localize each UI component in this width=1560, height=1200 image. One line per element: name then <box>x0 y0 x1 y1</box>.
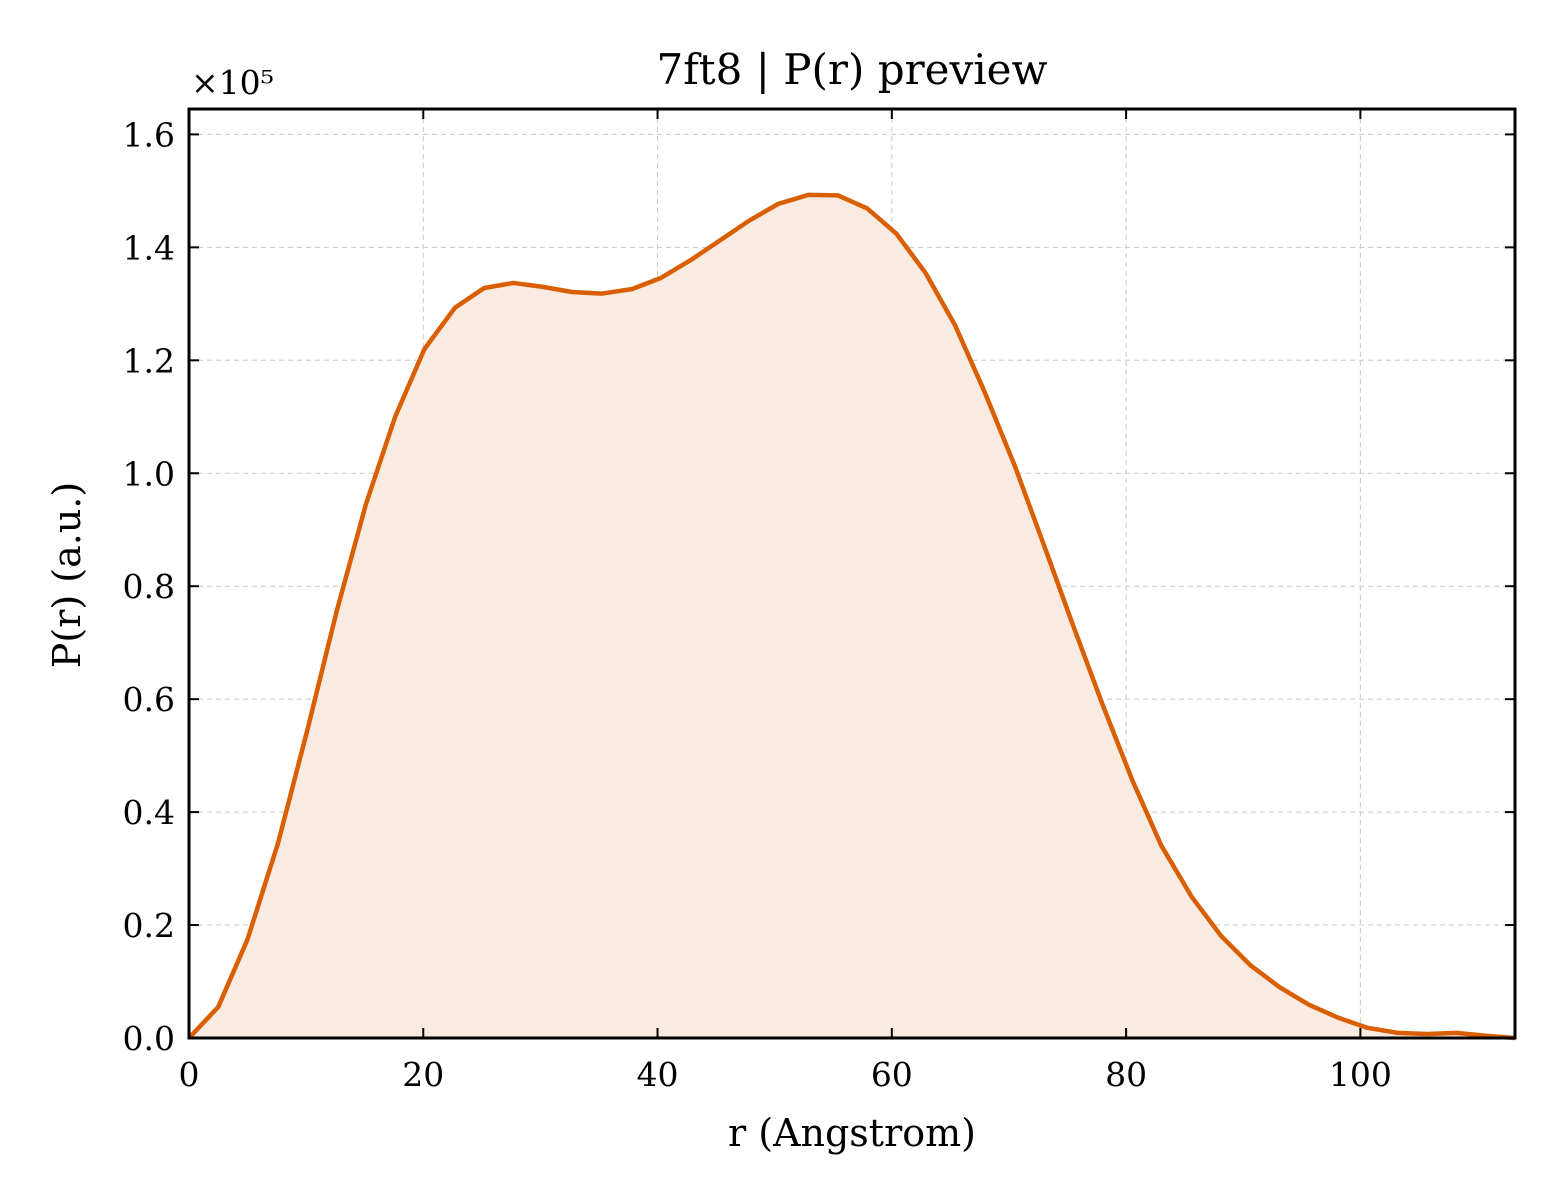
pr-point <box>866 207 869 210</box>
pr-point <box>306 729 309 732</box>
y-axis-offset-label: ×10⁵ <box>191 63 274 102</box>
pr-point <box>1484 1034 1487 1037</box>
pr-area-fill <box>189 194 1515 1039</box>
x-tick-label: 20 <box>402 1055 444 1094</box>
pr-point <box>217 1005 220 1009</box>
pr-point <box>807 193 810 197</box>
x-tick-label: 40 <box>637 1055 679 1094</box>
chart-title: 7ft8 | P(r) preview <box>657 45 1048 94</box>
pr-point <box>1396 1031 1400 1035</box>
plot-frame <box>187 107 1517 1040</box>
y-axis-label: P(r) (a.u.) <box>45 482 89 668</box>
pr-point <box>1307 1003 1311 1006</box>
pr-point <box>570 290 574 294</box>
y-tick-label: 1.6 <box>123 115 175 154</box>
ticks <box>188 109 1515 1039</box>
pr-line <box>187 192 1516 1041</box>
pr-point <box>924 272 927 275</box>
y-tick-label: 0.2 <box>123 906 175 945</box>
pr-point <box>1455 1031 1458 1035</box>
y-tick-label: 0.6 <box>123 680 175 719</box>
y-tick-label: 1.2 <box>123 341 175 380</box>
pr-point <box>836 194 840 197</box>
pr-point <box>276 841 280 845</box>
pr-point <box>423 347 426 351</box>
x-axis-label: r (Angstrom) <box>728 1111 976 1155</box>
tick-labels: 0 20 40 60 80 100 0.0 0.2 0.4 0.6 0.8 1.0 1.2 1.4 1.6 <box>123 115 1392 1094</box>
pr-point <box>983 390 986 393</box>
y-tick-label: 0.4 <box>123 793 175 832</box>
pr-point <box>747 219 751 223</box>
pr-point <box>659 276 663 280</box>
y-tick-label: 1.0 <box>123 454 175 493</box>
pr-point <box>512 281 515 285</box>
x-tick-label: 100 <box>1329 1055 1392 1094</box>
pr-point <box>1190 895 1193 899</box>
pr-point <box>1249 963 1252 967</box>
pr-point <box>777 202 780 206</box>
x-tick-label: 0 <box>179 1055 200 1094</box>
pr-point <box>1160 844 1163 847</box>
pr-point <box>1278 985 1281 989</box>
x-tick-label: 80 <box>1105 1055 1147 1094</box>
pr-point <box>1130 778 1134 781</box>
pr-point <box>1072 625 1075 628</box>
pr-point <box>482 286 486 290</box>
pr-point <box>246 937 249 941</box>
pr-point <box>364 503 368 506</box>
pr-point <box>1101 703 1104 706</box>
pr-point <box>1042 544 1046 547</box>
pr-point <box>1219 934 1223 937</box>
pr-point <box>541 285 544 289</box>
pr-point <box>895 232 898 236</box>
pr-point <box>1013 464 1017 468</box>
y-tick-label: 1.4 <box>123 228 175 267</box>
pr-point <box>393 415 397 418</box>
pr-point <box>600 292 603 295</box>
pr-point <box>953 324 957 327</box>
y-tick-label: 0.0 <box>123 1019 175 1058</box>
pr-point <box>1425 1032 1429 1036</box>
pr-point <box>689 259 692 262</box>
pr-point <box>718 239 721 242</box>
pr-point <box>453 306 457 309</box>
pr-point <box>630 287 633 291</box>
x-tick-label: 60 <box>871 1055 913 1094</box>
pr-point <box>1366 1026 1369 1030</box>
pr-point <box>335 610 338 613</box>
pr-point <box>1336 1016 1340 1019</box>
y-tick-label: 0.8 <box>123 567 175 606</box>
